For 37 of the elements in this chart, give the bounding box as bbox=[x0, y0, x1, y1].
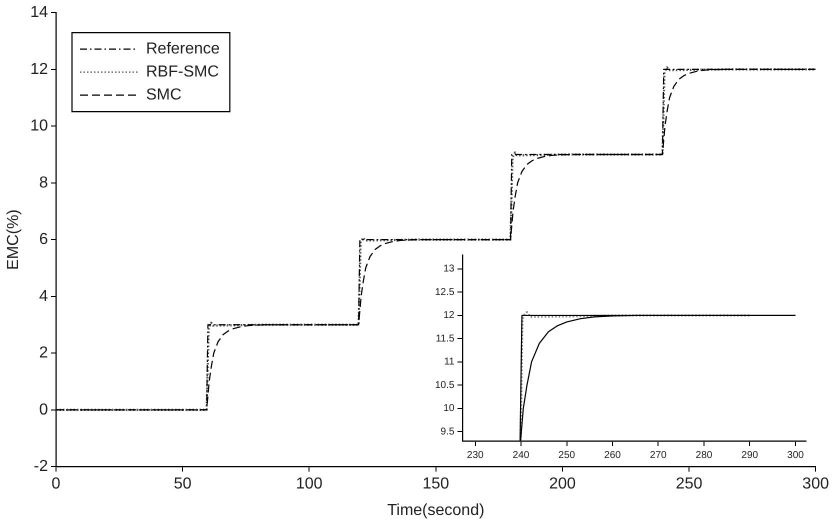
legend-label: RBF-SMC bbox=[146, 64, 219, 81]
legend-label: SMC bbox=[146, 86, 182, 104]
x-tick-label: 100 bbox=[296, 476, 323, 493]
y-axis-title: EMC(%) bbox=[5, 209, 22, 270]
x-tick-label: 250 bbox=[676, 476, 702, 493]
y-tick-label: -2 bbox=[34, 458, 48, 476]
x-tick-label: 240 bbox=[512, 450, 530, 461]
x-tick-label: 200 bbox=[549, 476, 576, 493]
y-tick-label: 14 bbox=[30, 4, 48, 22]
x-tick-label: 300 bbox=[802, 476, 830, 493]
y-tick-label: 6 bbox=[39, 231, 48, 248]
y-tick-label: 4 bbox=[39, 288, 48, 305]
y-tick-label: 10 bbox=[30, 118, 48, 135]
y-tick-label: 11.5 bbox=[436, 333, 455, 344]
y-tick-label: 8 bbox=[39, 174, 48, 192]
y-tick-label: 0 bbox=[39, 401, 48, 418]
x-tick-label: 230 bbox=[466, 450, 484, 461]
x-tick-label: 270 bbox=[650, 450, 668, 461]
y-tick-label: 2 bbox=[39, 344, 48, 362]
x-tick-label: 0 bbox=[52, 476, 61, 493]
y-tick-label: 12 bbox=[443, 310, 455, 322]
y-tick-label: 11 bbox=[444, 356, 455, 368]
x-tick-label: 50 bbox=[174, 476, 192, 493]
y-tick-label: 10.5 bbox=[434, 380, 455, 391]
legend-label: Reference bbox=[146, 40, 220, 58]
y-tick-label: 13 bbox=[443, 264, 455, 275]
x-tick-label: 280 bbox=[696, 450, 713, 461]
y-tick-label: 9.5 bbox=[440, 426, 455, 438]
x-tick-label: 290 bbox=[741, 450, 759, 461]
x-tick-label: 250 bbox=[558, 450, 576, 461]
y-tick-label: 12.5 bbox=[434, 286, 455, 298]
x-tick-label: 260 bbox=[604, 450, 622, 461]
x-tick-label: 300 bbox=[787, 450, 804, 461]
y-tick-label: 10 bbox=[443, 403, 455, 414]
x-axis-title: Time(second) bbox=[387, 502, 484, 519]
y-tick-label: 12 bbox=[30, 60, 48, 78]
x-tick-label: 150 bbox=[422, 476, 450, 493]
